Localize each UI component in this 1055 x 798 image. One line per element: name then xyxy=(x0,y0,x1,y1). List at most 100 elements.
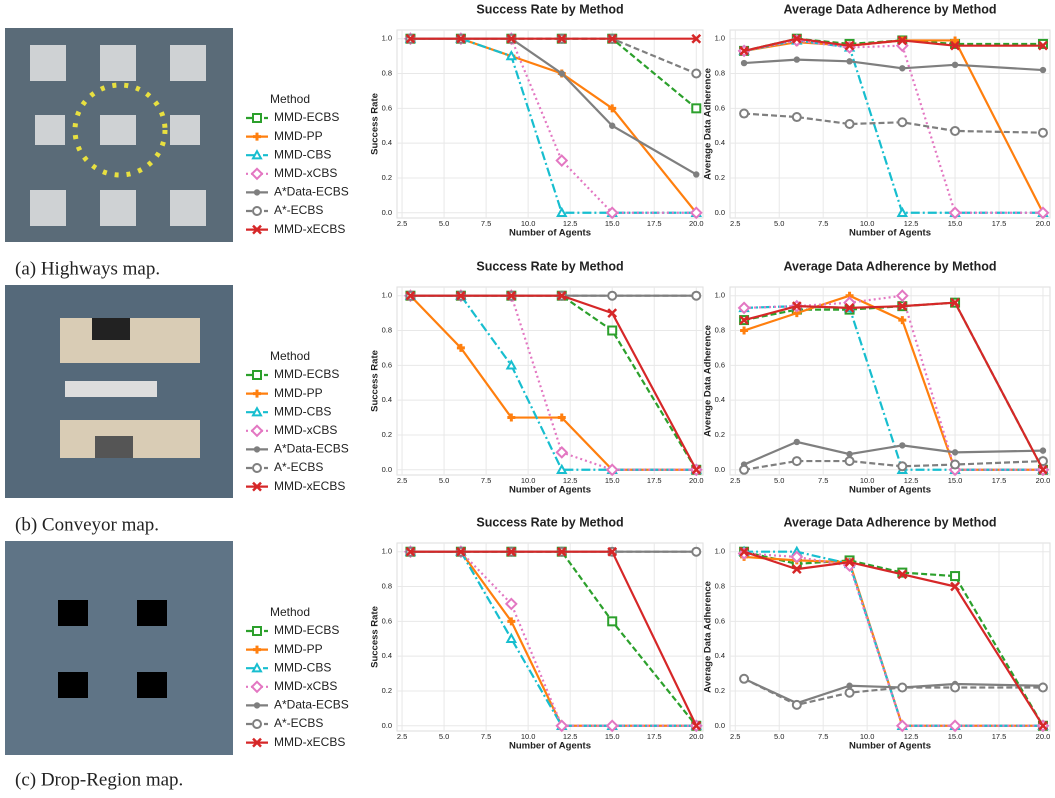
x-tick-label: 7.5 xyxy=(481,476,491,485)
y-tick-label: 0.6 xyxy=(715,103,725,112)
y-tick-label: 0.8 xyxy=(382,582,392,591)
x-tick-label: 7.5 xyxy=(818,476,828,485)
y-axis-label: Average Data Adherence xyxy=(703,581,714,693)
y-tick-label: 0.8 xyxy=(715,582,725,591)
x-tick-label: 5.0 xyxy=(439,219,449,228)
map-conveyor xyxy=(5,285,233,498)
x-tick-label: 10.0 xyxy=(860,219,875,228)
y-tick-label: 0.0 xyxy=(382,721,392,730)
y-tick-label: 1.0 xyxy=(382,547,392,556)
caption: (c) Drop-Region map. xyxy=(15,769,183,790)
x-tick-label: 10.0 xyxy=(860,732,875,741)
legend-label: MMD-PP xyxy=(274,642,323,656)
x-tick-label: 2.5 xyxy=(397,732,407,741)
x-tick-label: 12.5 xyxy=(563,476,578,485)
marker xyxy=(898,118,906,126)
legend-title: Method xyxy=(270,92,310,106)
x-tick-label: 10.0 xyxy=(860,476,875,485)
marker xyxy=(846,689,854,697)
marker xyxy=(253,151,261,158)
legend-label: MMD-CBS xyxy=(274,404,331,418)
y-tick-label: 1.0 xyxy=(382,34,392,43)
marker xyxy=(560,71,564,75)
marker xyxy=(847,452,851,456)
marker xyxy=(742,61,746,65)
map-highways xyxy=(5,28,233,242)
marker xyxy=(252,426,262,436)
chart-title: Success Rate by Method xyxy=(476,259,623,273)
x-tick-label: 2.5 xyxy=(730,219,740,228)
marker xyxy=(953,450,957,454)
x-tick-label: 7.5 xyxy=(818,219,828,228)
marker xyxy=(253,464,261,472)
y-tick-label: 0.8 xyxy=(382,326,392,335)
y-tick-label: 0.4 xyxy=(382,395,392,404)
marker xyxy=(951,127,959,135)
y-axis-label: Average Data Adherence xyxy=(703,325,714,437)
legend-title: Method xyxy=(270,349,310,363)
y-tick-label: 0.8 xyxy=(715,69,725,78)
x-tick-label: 17.5 xyxy=(647,476,662,485)
legend-label: MMD-CBS xyxy=(274,660,331,674)
marker xyxy=(608,617,616,625)
chart-title: Average Data Adherence by Method xyxy=(783,515,996,529)
marker xyxy=(608,292,616,300)
legend-label: A*Data-ECBS xyxy=(274,442,349,456)
x-tick-label: 17.5 xyxy=(992,732,1007,741)
chart-title: Success Rate by Method xyxy=(476,515,623,529)
marker xyxy=(847,59,851,63)
x-tick-label: 15.0 xyxy=(605,219,620,228)
legend-label: A*Data-ECBS xyxy=(274,698,349,712)
marker xyxy=(252,682,262,692)
chart-title: Success Rate by Method xyxy=(476,2,623,16)
y-tick-label: 0.2 xyxy=(715,686,725,695)
y-tick-label: 0.8 xyxy=(715,326,725,335)
y-axis-label: Average Data Adherence xyxy=(703,68,714,180)
x-tick-label: 10.0 xyxy=(521,476,536,485)
legend-label: A*-ECBS xyxy=(274,460,323,474)
marker xyxy=(898,683,906,691)
y-tick-label: 0.0 xyxy=(382,465,392,474)
marker xyxy=(253,133,261,141)
legend-label: MMD-xECBS xyxy=(274,222,345,236)
marker xyxy=(951,572,959,580)
marker xyxy=(793,701,801,709)
x-tick-label: 12.5 xyxy=(904,219,919,228)
marker xyxy=(795,57,799,61)
marker xyxy=(898,462,906,470)
legend-label: A*-ECBS xyxy=(274,716,323,730)
y-tick-label: 0.2 xyxy=(715,173,725,182)
marker xyxy=(253,114,261,122)
x-tick-label: 20.0 xyxy=(689,732,704,741)
y-tick-label: 0.6 xyxy=(382,103,392,112)
y-tick-label: 0.8 xyxy=(382,69,392,78)
x-tick-label: 17.5 xyxy=(992,476,1007,485)
y-tick-label: 1.0 xyxy=(715,547,725,556)
x-tick-label: 20.0 xyxy=(1036,476,1051,485)
y-tick-label: 0.4 xyxy=(715,651,725,660)
chart-title: Average Data Adherence by Method xyxy=(783,2,996,16)
legend-label: MMD-CBS xyxy=(274,147,331,161)
marker xyxy=(253,390,261,398)
x-tick-label: 12.5 xyxy=(563,219,578,228)
x-axis-label: Number of Agents xyxy=(509,228,591,239)
y-axis-label: Success Rate xyxy=(370,93,381,155)
legend-label: MMD-ECBS xyxy=(274,623,339,637)
legend-label: MMD-xCBS xyxy=(274,423,337,437)
x-tick-label: 15.0 xyxy=(605,732,620,741)
x-tick-label: 17.5 xyxy=(992,219,1007,228)
plot-area xyxy=(397,30,703,218)
legend-label: A*Data-ECBS xyxy=(274,185,349,199)
y-tick-label: 0.6 xyxy=(715,616,725,625)
x-tick-label: 5.0 xyxy=(439,732,449,741)
marker xyxy=(847,684,851,688)
x-tick-label: 20.0 xyxy=(689,476,704,485)
legend-label: MMD-PP xyxy=(274,129,323,143)
marker xyxy=(253,720,261,728)
marker xyxy=(1039,683,1047,691)
x-tick-label: 12.5 xyxy=(904,476,919,485)
x-tick-label: 2.5 xyxy=(730,476,740,485)
legend-label: MMD-xECBS xyxy=(274,479,345,493)
x-axis-label: Number of Agents xyxy=(849,485,931,496)
x-tick-label: 17.5 xyxy=(647,732,662,741)
